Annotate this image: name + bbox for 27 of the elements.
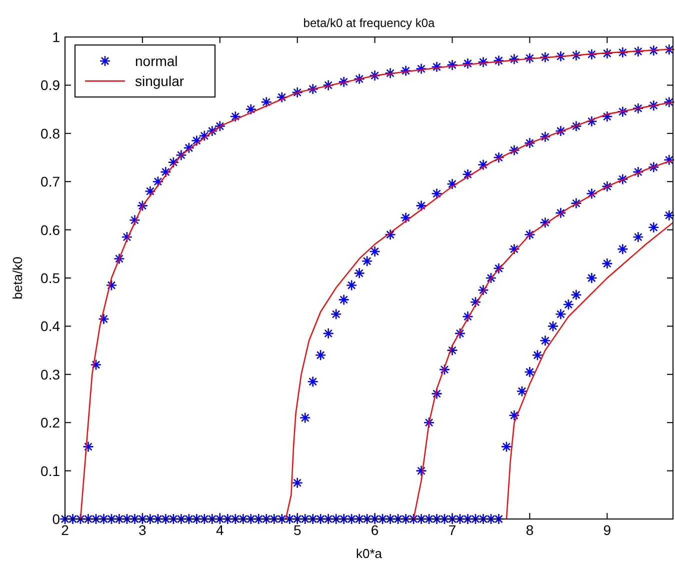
chart-title: beta/k0 at frequency k0a — [303, 16, 436, 30]
x-tick-label: 4 — [216, 522, 224, 538]
x-tick-label: 5 — [293, 522, 302, 538]
x-tick-label: 6 — [370, 522, 379, 538]
y-tick-label: 0.1 — [40, 462, 60, 479]
y-tick-label: 0 — [52, 511, 60, 527]
y-tick-label: 0.5 — [40, 270, 60, 286]
x-tick-label: 8 — [526, 522, 534, 538]
y-axis-title: beta/k0 — [10, 256, 25, 300]
x-tick-label: 7 — [448, 522, 456, 538]
y-tick-label: 0.8 — [40, 125, 60, 142]
line-series — [412, 159, 674, 520]
y-tick-label: 0.6 — [40, 222, 60, 238]
x-tick-label: 3 — [138, 522, 147, 538]
y-tick-label: 0.2 — [40, 414, 60, 431]
y-tick-label: 0.4 — [40, 318, 60, 334]
line-series — [506, 222, 674, 520]
y-tick-label: 1 — [52, 29, 60, 45]
legend-label: singular — [135, 73, 184, 89]
y-tick-label: 0.7 — [40, 174, 60, 190]
y-tick-label: 0.3 — [40, 366, 60, 382]
line-series — [285, 101, 674, 520]
x-axis-title: k0*a — [356, 546, 383, 561]
legend-label: normal — [135, 53, 178, 69]
x-tick-label: 2 — [61, 522, 70, 538]
x-tick-label: 9 — [603, 522, 612, 538]
y-tick-label: 0.9 — [40, 77, 60, 94]
